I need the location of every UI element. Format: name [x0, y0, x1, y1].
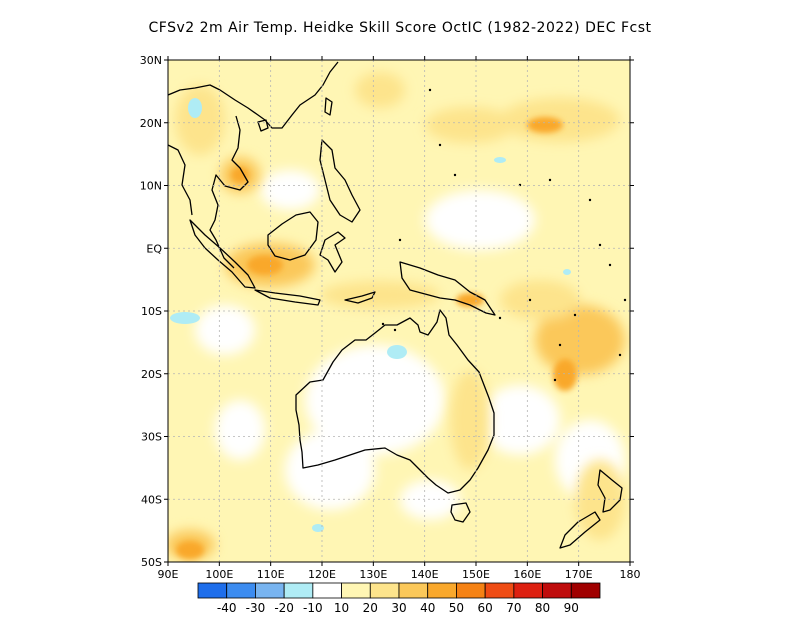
- borneo-coast: [267, 211, 319, 261]
- new-zealand-south: [559, 511, 601, 549]
- tick-label-lat: 20S: [141, 368, 162, 381]
- colorbar-label: 40: [420, 601, 435, 615]
- taiwan-coast: [324, 97, 333, 116]
- tick-label-lon: 180: [620, 568, 641, 581]
- colorbar-swatch: [255, 582, 285, 599]
- colorbar-label: 70: [506, 601, 521, 615]
- colorbar-swatch: [226, 582, 256, 599]
- island-specks: [381, 88, 627, 382]
- colorbar-swatch: [369, 582, 400, 599]
- hainan-coast: [257, 119, 269, 132]
- tick-label-lon: 90E: [158, 568, 179, 581]
- coastlines: [168, 61, 623, 549]
- field-warm-patches: [168, 72, 625, 560]
- tick-label-lon: 160E: [513, 568, 541, 581]
- colorbar-swatch: [427, 582, 457, 599]
- colorbar-label: 80: [535, 601, 550, 615]
- tick-label-lon: 150E: [462, 568, 490, 581]
- australia-coast: [295, 309, 495, 494]
- latitude-labels: 30N 20N 10N EQ 10S 20S 30S 40S 50S: [140, 54, 163, 569]
- tick-label-lat: 30S: [141, 431, 162, 444]
- tick-label-lon: 140E: [411, 568, 439, 581]
- colorbar-label: -40: [217, 601, 237, 615]
- colorbar-label: 90: [564, 601, 579, 615]
- field-negative-patches: [170, 98, 571, 532]
- tick-label-lon: 170E: [565, 568, 593, 581]
- colorbar-swatch: [398, 582, 429, 599]
- colorbar-label: 30: [391, 601, 406, 615]
- colorbar-swatch: [542, 582, 572, 599]
- colorbar-swatch: [513, 582, 543, 599]
- colorbar-label: 10: [334, 601, 349, 615]
- longitude-labels: 90E 100E 110E 120E 130E 140E 150E 160E 170E 180: [158, 568, 641, 581]
- colorbar: [197, 582, 601, 599]
- field-hot-spots: [176, 117, 577, 559]
- colorbar-label: -30: [246, 601, 266, 615]
- tick-label-lon: 110E: [257, 568, 285, 581]
- tick-marks: [164, 56, 634, 566]
- colorbar-label: 60: [478, 601, 493, 615]
- colorbar-labels: -40 -30 -20 -10 10 20 30 40 50 60 70 80 90: [217, 601, 579, 615]
- tasmania-coast: [450, 502, 471, 523]
- colorbar-label: -10: [303, 601, 323, 615]
- colorbar-swatch: [456, 582, 486, 599]
- new-zealand-north: [597, 469, 623, 513]
- tick-label-lat: 10S: [141, 305, 162, 318]
- sumatra-coast: [189, 219, 256, 289]
- colorbar-swatch: [341, 582, 371, 599]
- tick-label-lat: 30N: [140, 54, 162, 67]
- map-title: CFSv2 2m Air Temp. Heidke Skill Score Oc…: [148, 20, 652, 36]
- tick-label-lat: 40S: [141, 493, 162, 506]
- colorbar-swatch: [197, 582, 228, 599]
- tick-label-lat: 10N: [140, 180, 162, 193]
- philippines-coast: [319, 139, 361, 223]
- colorbar-label: -20: [274, 601, 294, 615]
- tick-label-lat: EQ: [146, 242, 162, 255]
- colorbar-label: 20: [363, 601, 378, 615]
- tick-label-lat: 20N: [140, 117, 162, 130]
- colorbar-swatch: [570, 582, 601, 599]
- grid-lines: [168, 60, 630, 562]
- colorbar-label: 50: [449, 601, 464, 615]
- sulawesi-coast: [319, 231, 346, 273]
- new-guinea-coast: [399, 261, 496, 316]
- tick-label-lat: 50S: [141, 556, 162, 569]
- colorbar-swatch: [484, 582, 515, 599]
- colorbar-swatch: [312, 582, 342, 599]
- tick-label-lon: 120E: [308, 568, 336, 581]
- field-light-patches: [195, 170, 625, 520]
- colorbar-swatch: [283, 582, 314, 599]
- tick-label-lon: 100E: [205, 568, 233, 581]
- java-coast: [254, 289, 321, 306]
- tick-label-lon: 130E: [359, 568, 387, 581]
